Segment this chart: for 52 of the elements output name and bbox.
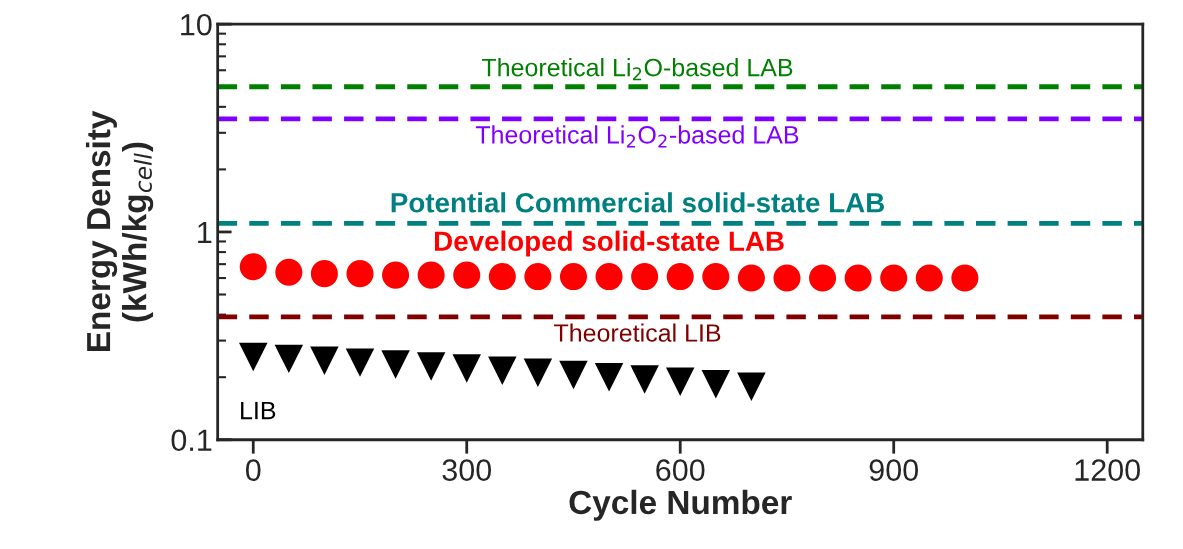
- y-tick-label: 10: [181, 13, 212, 36]
- point: [630, 365, 659, 394]
- point: [665, 367, 695, 397]
- point: [346, 260, 374, 288]
- series-label: Developed solid-state LAB: [434, 230, 784, 257]
- point: [631, 263, 659, 291]
- point: [416, 352, 446, 381]
- x-tick-label: 0: [245, 459, 261, 481]
- point: [773, 264, 801, 292]
- point: [559, 360, 588, 390]
- point: [951, 264, 979, 292]
- point: [809, 264, 837, 292]
- point: [559, 263, 588, 291]
- point: [274, 344, 304, 374]
- point: [737, 372, 766, 401]
- x-tick-label: 900: [869, 459, 919, 481]
- point: [737, 264, 765, 292]
- point: [453, 261, 481, 289]
- ref-line-label: Theoretical Li$_{2}$O-based LAB: [481, 58, 793, 81]
- point: [275, 258, 303, 286]
- x-tick-label: 600: [656, 459, 705, 481]
- ref-line-label: Potential Commercial solid-state LAB: [391, 192, 885, 213]
- point: [488, 356, 517, 385]
- point: [239, 342, 268, 372]
- point: [880, 264, 908, 292]
- x-tick-label: 1200: [1075, 459, 1140, 481]
- y-tick-label: 1: [198, 222, 212, 244]
- ref-line-label: Theoretical LIB: [554, 323, 721, 342]
- point: [524, 263, 552, 291]
- point: [595, 263, 623, 291]
- point: [310, 260, 338, 288]
- point: [382, 261, 410, 289]
- point: [701, 370, 731, 399]
- point: [594, 362, 624, 392]
- point: [345, 348, 375, 377]
- point: [702, 263, 730, 291]
- point: [239, 253, 267, 281]
- point: [310, 346, 339, 375]
- x-tick-label: 300: [442, 459, 492, 481]
- point: [523, 358, 553, 388]
- point: [844, 264, 872, 292]
- point: [452, 354, 481, 383]
- ref-line-label: Theoretical Li$_{2}$O$_{2}$-based LAB: [475, 125, 799, 148]
- series-label: LIB: [241, 401, 276, 420]
- point: [417, 261, 445, 289]
- point: [488, 263, 516, 291]
- point: [381, 350, 410, 379]
- x-axis-title: Cycle Number: [569, 489, 792, 521]
- y-axis-title: Energy Density (kWh/kg$_{cell}$): [85, 110, 154, 352]
- y-tick-label: 0.1: [171, 429, 212, 452]
- point: [666, 263, 694, 291]
- point: [915, 264, 943, 292]
